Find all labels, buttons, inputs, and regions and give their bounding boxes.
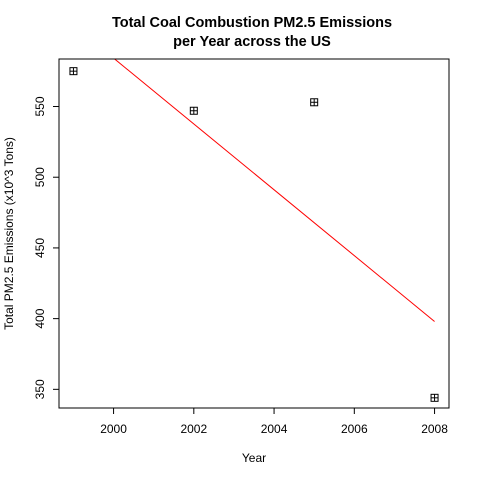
data-point — [310, 98, 319, 107]
y-tick-label: 500 — [33, 167, 47, 187]
chart-title-line-1: Total Coal Combustion PM2.5 Emissions — [112, 15, 392, 31]
x-tick-label: 2004 — [261, 422, 288, 436]
x-axis-label: Year — [242, 451, 266, 465]
x-tick-label: 2006 — [341, 422, 368, 436]
y-tick-label: 450 — [33, 238, 47, 258]
y-tick-label: 350 — [33, 379, 47, 399]
y-tick-label: 550 — [33, 96, 47, 116]
x-tick-label: 2008 — [421, 422, 448, 436]
trend-line — [113, 59, 435, 322]
y-axis: 350 400 450 500 550 — [33, 96, 59, 399]
x-axis: 2000 2002 2004 2006 2008 — [100, 408, 448, 436]
data-point — [430, 393, 439, 402]
y-axis-label: Total PM2.5 Emissions (x10^3 Tons) — [2, 137, 16, 330]
data-point — [69, 67, 78, 76]
plot-marks — [69, 59, 439, 402]
x-tick-label: 2002 — [180, 422, 207, 436]
chart-title-line-2: per Year across the US — [173, 34, 331, 50]
plot-frame — [58, 58, 450, 409]
x-tick-label: 2000 — [100, 422, 127, 436]
y-tick-label: 400 — [33, 308, 47, 328]
data-point — [189, 106, 198, 115]
trend-line-group — [113, 59, 435, 322]
